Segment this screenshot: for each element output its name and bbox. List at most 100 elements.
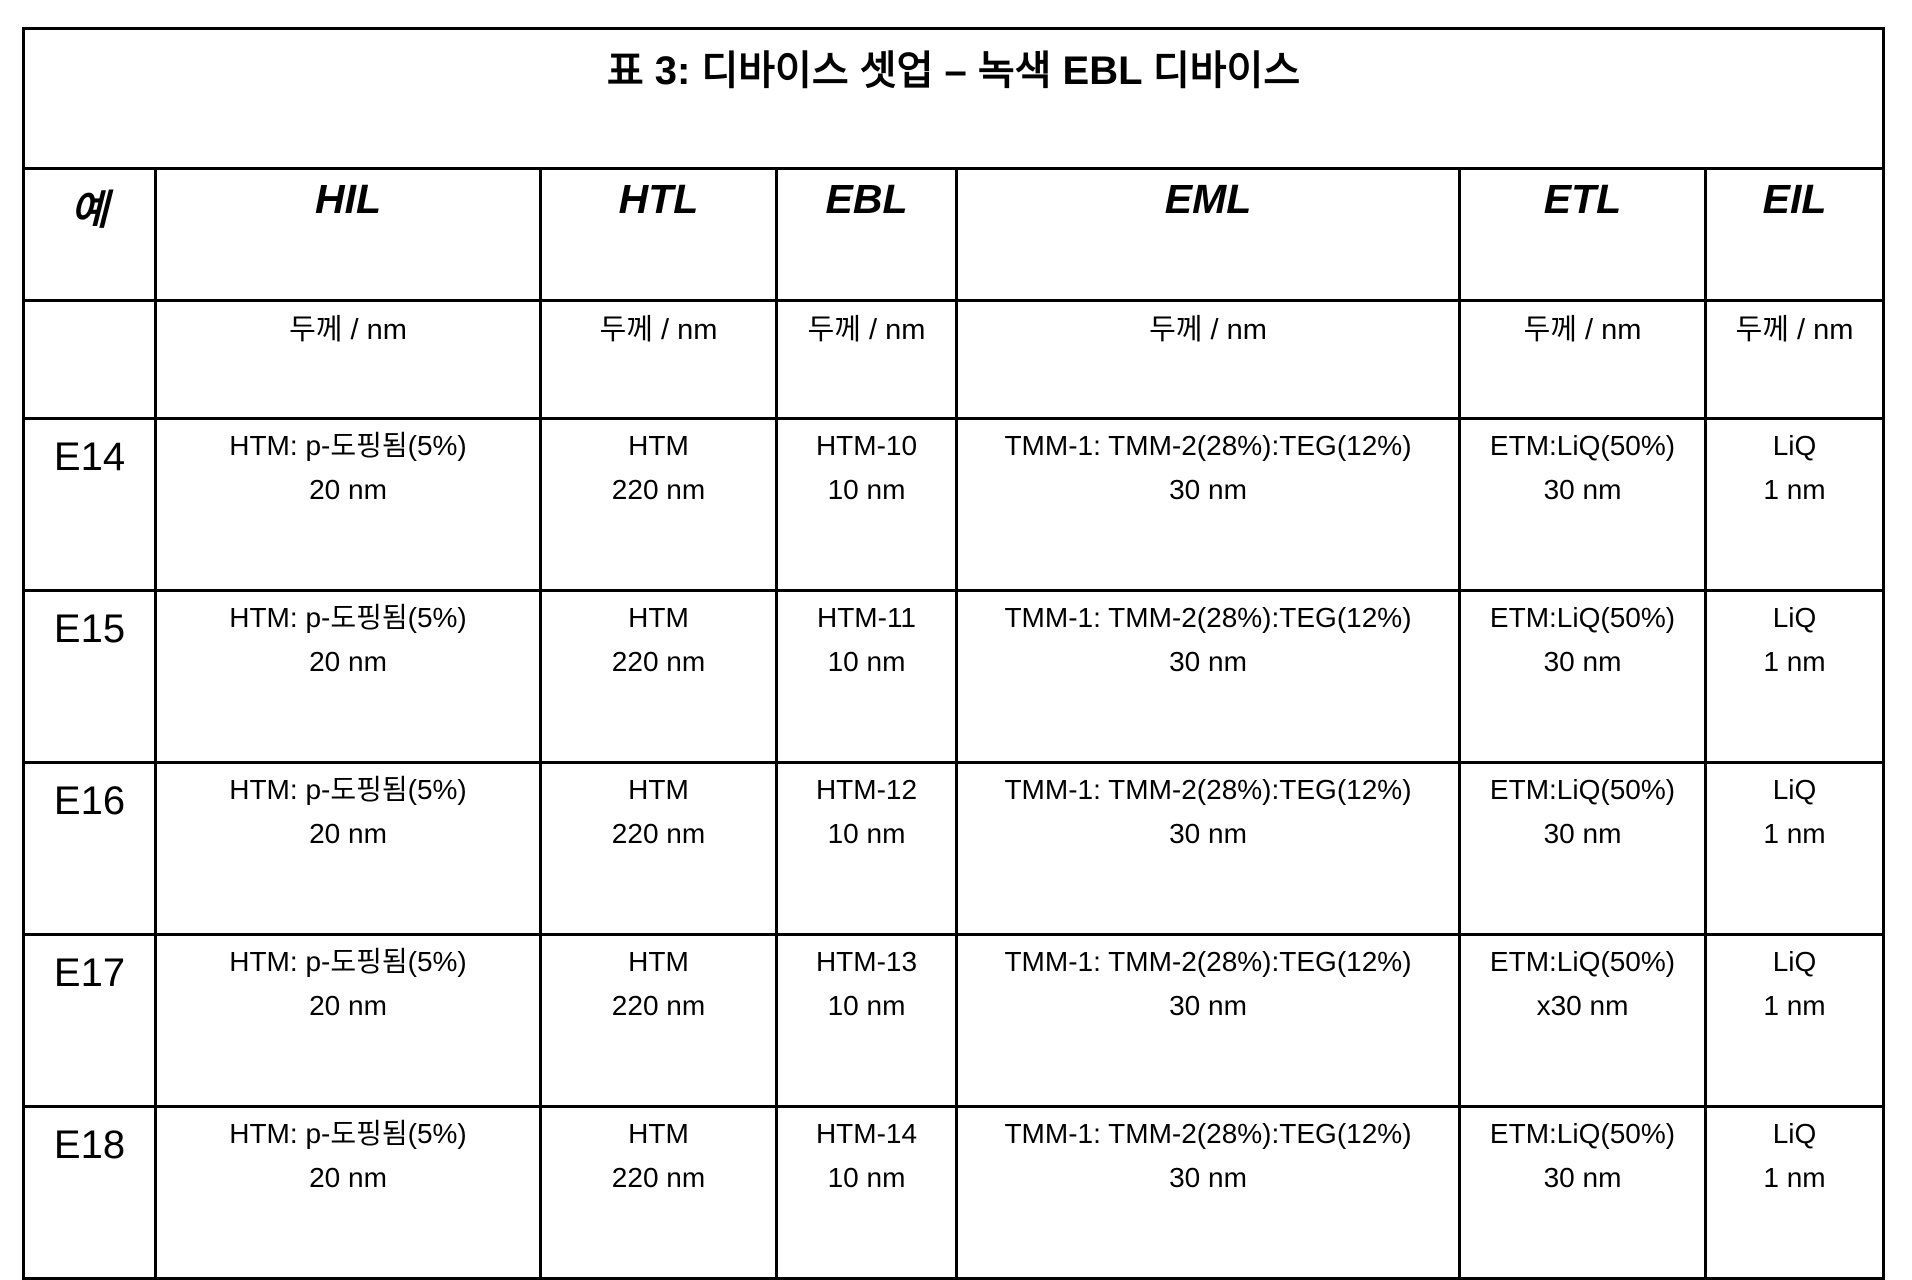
- cell-material: HTM: [542, 940, 775, 984]
- table-cell: HTM220 nm: [541, 1107, 777, 1279]
- cell-thickness: 20 nm: [157, 812, 539, 856]
- cell-material: LiQ: [1707, 596, 1882, 640]
- table-cell: TMM-1: TMM-2(28%):TEG(12%)30 nm: [957, 935, 1460, 1107]
- table-cell: HTM: p-도핑됨(5%)20 nm: [156, 935, 541, 1107]
- cell-material: HTM-10: [778, 424, 955, 468]
- table-cell: HTM220 nm: [541, 419, 777, 591]
- cell-material: TMM-1: TMM-2(28%):TEG(12%): [958, 596, 1458, 640]
- cell-material: ETM:LiQ(50%): [1461, 1112, 1704, 1156]
- table-title: 표 3: 디바이스 셋업 – 녹색 EBL 디바이스: [24, 29, 1884, 169]
- table-cell: ETM:LiQ(50%)30 nm: [1460, 591, 1706, 763]
- cell-material: TMM-1: TMM-2(28%):TEG(12%): [958, 940, 1458, 984]
- column-unit: 두께 / nm: [1706, 301, 1884, 419]
- cell-material: HTM: p-도핑됨(5%): [157, 424, 539, 468]
- column-header: HIL: [156, 169, 541, 301]
- cell-material: HTM-13: [778, 940, 955, 984]
- column-header: EML: [957, 169, 1460, 301]
- table-cell: ETM:LiQ(50%)30 nm: [1460, 1107, 1706, 1279]
- cell-thickness: 1 nm: [1707, 812, 1882, 856]
- column-unit: 두께 / nm: [777, 301, 957, 419]
- cell-material: ETM:LiQ(50%): [1461, 768, 1704, 812]
- cell-material: HTM: [542, 1112, 775, 1156]
- cell-material: HTM: p-도핑됨(5%): [157, 1112, 539, 1156]
- table-cell: TMM-1: TMM-2(28%):TEG(12%)30 nm: [957, 419, 1460, 591]
- column-header: EIL: [1706, 169, 1884, 301]
- table-cell: ETM:LiQ(50%)30 nm: [1460, 763, 1706, 935]
- table-cell: ETM:LiQ(50%)x30 nm: [1460, 935, 1706, 1107]
- table-cell: HTM: p-도핑됨(5%)20 nm: [156, 763, 541, 935]
- table-cell: HTM220 nm: [541, 591, 777, 763]
- column-header: EBL: [777, 169, 957, 301]
- example-label: E14: [24, 419, 156, 591]
- column-unit: 두께 / nm: [541, 301, 777, 419]
- table-cell: ETM:LiQ(50%)30 nm: [1460, 419, 1706, 591]
- table-cell: TMM-1: TMM-2(28%):TEG(12%)30 nm: [957, 591, 1460, 763]
- cell-thickness: 10 nm: [778, 468, 955, 512]
- cell-thickness: 1 nm: [1707, 1156, 1882, 1200]
- example-label: E16: [24, 763, 156, 935]
- cell-thickness: 220 nm: [542, 984, 775, 1028]
- header-row: 예HILHTLEBLEMLETLEIL: [24, 169, 1884, 301]
- cell-thickness: 20 nm: [157, 468, 539, 512]
- cell-material: HTM-12: [778, 768, 955, 812]
- cell-material: HTM: p-도핑됨(5%): [157, 596, 539, 640]
- cell-material: HTM: [542, 596, 775, 640]
- cell-material: HTM: p-도핑됨(5%): [157, 768, 539, 812]
- cell-thickness: 30 nm: [1461, 1156, 1704, 1200]
- cell-thickness: 1 nm: [1707, 640, 1882, 684]
- column-header: HTL: [541, 169, 777, 301]
- cell-thickness: 10 nm: [778, 984, 955, 1028]
- cell-thickness: 220 nm: [542, 468, 775, 512]
- cell-thickness: 30 nm: [958, 468, 1458, 512]
- table-cell: HTM: p-도핑됨(5%)20 nm: [156, 419, 541, 591]
- cell-material: HTM-14: [778, 1112, 955, 1156]
- cell-thickness: 20 nm: [157, 640, 539, 684]
- device-setup-table: 표 3: 디바이스 셋업 – 녹색 EBL 디바이스 예HILHTLEBLEML…: [22, 27, 1885, 1280]
- cell-thickness: 10 nm: [778, 640, 955, 684]
- table-row: E15HTM: p-도핑됨(5%)20 nmHTM220 nmHTM-1110 …: [24, 591, 1884, 763]
- cell-material: HTM: p-도핑됨(5%): [157, 940, 539, 984]
- cell-thickness: 30 nm: [1461, 640, 1704, 684]
- cell-material: HTM: [542, 424, 775, 468]
- column-header: 예: [24, 169, 156, 301]
- cell-thickness: 30 nm: [1461, 812, 1704, 856]
- cell-material: ETM:LiQ(50%): [1461, 596, 1704, 640]
- example-label: E18: [24, 1107, 156, 1279]
- table-cell: LiQ1 nm: [1706, 419, 1884, 591]
- cell-thickness: 30 nm: [1461, 468, 1704, 512]
- table-cell: LiQ1 nm: [1706, 935, 1884, 1107]
- table-cell: HTM-1010 nm: [777, 419, 957, 591]
- cell-thickness: 10 nm: [778, 812, 955, 856]
- table-cell: HTM220 nm: [541, 935, 777, 1107]
- column-header: ETL: [1460, 169, 1706, 301]
- cell-thickness: 20 nm: [157, 1156, 539, 1200]
- cell-material: TMM-1: TMM-2(28%):TEG(12%): [958, 1112, 1458, 1156]
- column-unit: [24, 301, 156, 419]
- cell-thickness: 1 nm: [1707, 468, 1882, 512]
- table-row: E18HTM: p-도핑됨(5%)20 nmHTM220 nmHTM-1410 …: [24, 1107, 1884, 1279]
- cell-thickness: 220 nm: [542, 1156, 775, 1200]
- table-row: E17HTM: p-도핑됨(5%)20 nmHTM220 nmHTM-1310 …: [24, 935, 1884, 1107]
- example-label: E15: [24, 591, 156, 763]
- column-unit: 두께 / nm: [156, 301, 541, 419]
- table-cell: LiQ1 nm: [1706, 763, 1884, 935]
- cell-material: LiQ: [1707, 768, 1882, 812]
- cell-material: TMM-1: TMM-2(28%):TEG(12%): [958, 768, 1458, 812]
- table-cell: TMM-1: TMM-2(28%):TEG(12%)30 nm: [957, 763, 1460, 935]
- example-label: E17: [24, 935, 156, 1107]
- cell-thickness: 10 nm: [778, 1156, 955, 1200]
- table-cell: HTM: p-도핑됨(5%)20 nm: [156, 591, 541, 763]
- cell-thickness: 220 nm: [542, 640, 775, 684]
- table-cell: HTM220 nm: [541, 763, 777, 935]
- table-cell: HTM-1210 nm: [777, 763, 957, 935]
- table-cell: TMM-1: TMM-2(28%):TEG(12%)30 nm: [957, 1107, 1460, 1279]
- cell-thickness: 30 nm: [958, 984, 1458, 1028]
- cell-thickness: 20 nm: [157, 984, 539, 1028]
- table-cell: HTM: p-도핑됨(5%)20 nm: [156, 1107, 541, 1279]
- cell-thickness: 1 nm: [1707, 984, 1882, 1028]
- table-cell: LiQ1 nm: [1706, 591, 1884, 763]
- table-row: E16HTM: p-도핑됨(5%)20 nmHTM220 nmHTM-1210 …: [24, 763, 1884, 935]
- table-cell: LiQ1 nm: [1706, 1107, 1884, 1279]
- subheader-row: 두께 / nm두께 / nm두께 / nm두께 / nm두께 / nm두께 / …: [24, 301, 1884, 419]
- column-unit: 두께 / nm: [1460, 301, 1706, 419]
